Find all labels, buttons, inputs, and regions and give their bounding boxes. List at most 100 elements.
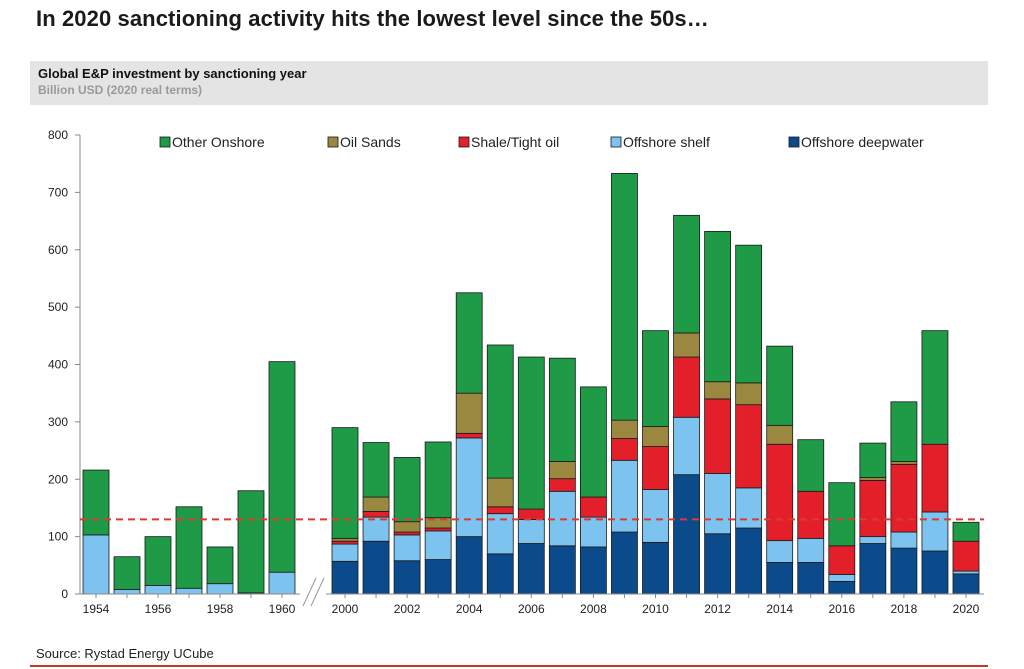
bar-offshore-deepwater-2001: [362, 540, 390, 595]
bar-offshore-shelf-2020: [952, 570, 980, 575]
bar-offshore-shelf-2014: [766, 540, 794, 563]
bar-oil-sands-2018: [890, 461, 918, 465]
bar-other-onshore-2006: [517, 356, 545, 510]
bar-offshore-deepwater-2018: [890, 547, 918, 595]
bar-offshore-deepwater-2010: [642, 541, 669, 595]
x-tick-label-1956: 1956: [145, 602, 172, 616]
legend-swatch-oil-sands: [327, 136, 339, 148]
bar-oil-sands-2012: [704, 381, 731, 400]
x-axis: 1954 1956 1958 1960 2000 2002 2004 2006 2008 2010…: [80, 577, 984, 616]
bar-offshore-deepwater-2004: [455, 536, 483, 595]
x-tick-label-1960: 1960: [269, 602, 296, 616]
source-note: Source: Rystad Energy UCube: [36, 646, 214, 661]
y-tick-label: 500: [48, 300, 68, 314]
y-tick-label: 0: [61, 587, 68, 601]
y-tick-label: 400: [48, 358, 68, 372]
legend-label-offshore-shelf: Offshore shelf: [623, 134, 710, 150]
bar-other-onshore-1960: [268, 361, 296, 573]
bar-other-onshore-2007: [548, 357, 576, 462]
bar-offshore-deepwater-2006: [517, 543, 545, 595]
bar-shale-tight-oil-2009: [611, 438, 638, 461]
bar-offshore-shelf-1958: [206, 583, 234, 595]
bar-shale-tight-oil-2013: [735, 404, 763, 489]
bar-other-onshore-2014: [766, 345, 794, 426]
bar-other-onshore-2019: [921, 330, 949, 445]
bar-oil-sands-2005: [486, 477, 514, 508]
bar-shale-tight-oil-2003: [424, 527, 452, 532]
bar-other-onshore-1956: [144, 536, 172, 586]
bar-other-onshore-2002: [393, 457, 421, 523]
bar-other-onshore-1959: [237, 490, 265, 594]
bar-shale-tight-oil-2002: [393, 531, 421, 536]
bar-other-onshore-2008: [580, 386, 607, 498]
legend-swatch-offshore-shelf: [610, 136, 622, 148]
x-tick-label-2008: 2008: [580, 602, 607, 616]
bar-shale-tight-oil-2017: [859, 479, 887, 538]
bar-offshore-shelf-2000: [331, 543, 359, 562]
page-title: In 2020 sanctioning activity hits the lo…: [36, 6, 709, 31]
bar-other-onshore-2003: [424, 441, 452, 519]
bar-shale-tight-oil-2018: [890, 463, 918, 533]
bar-shale-tight-oil-2007: [548, 478, 576, 492]
x-tick-label-2014: 2014: [766, 602, 793, 616]
bar-offshore-shelf-2002: [393, 534, 421, 562]
bar-offshore-shelf-2010: [642, 489, 669, 543]
bar-offshore-shelf-2006: [517, 519, 545, 544]
chart-header: Global E&P investment by sanctioning yea…: [30, 61, 988, 105]
bar-shale-tight-oil-2006: [517, 508, 545, 520]
bar-other-onshore-2004: [455, 292, 483, 394]
x-tick-label-2000: 2000: [332, 602, 359, 616]
bar-oil-sands-2014: [766, 424, 794, 445]
bar-oil-sands-2017: [859, 477, 887, 481]
bar-other-onshore-2009: [611, 173, 638, 421]
bar-offshore-deepwater-2003: [424, 559, 452, 595]
bar-offshore-deepwater-2020: [952, 573, 980, 595]
bar-offshore-shelf-2003: [424, 530, 452, 560]
x-tick-label-2012: 2012: [704, 602, 731, 616]
bar-offshore-shelf-2018: [890, 531, 918, 549]
bar-offshore-deepwater-2015: [797, 562, 825, 595]
legend-label-other-onshore: Other Onshore: [172, 134, 265, 150]
bar-offshore-shelf-2009: [611, 459, 638, 533]
bar-oil-sands-2010: [642, 426, 669, 447]
bar-shale-tight-oil-2020: [952, 540, 980, 572]
bar-shale-tight-oil-2019: [921, 443, 949, 513]
bar-offshore-shelf-2015: [797, 537, 825, 563]
bar-offshore-deepwater-2014: [766, 562, 794, 595]
bar-other-onshore-2015: [797, 439, 825, 492]
bar-other-onshore-2013: [735, 244, 763, 384]
bar-other-onshore-2020: [952, 521, 980, 542]
bar-offshore-deepwater-2011: [673, 474, 700, 595]
bar-offshore-shelf-1957: [175, 587, 203, 595]
bar-shale-tight-oil-2008: [580, 496, 607, 518]
bar-oil-sands-2001: [362, 496, 390, 512]
bar-shale-tight-oil-2010: [642, 446, 669, 490]
bar-offshore-deepwater-2016: [828, 580, 856, 595]
bar-shale-tight-oil-2014: [766, 443, 794, 542]
x-tick-label-2020: 2020: [953, 602, 980, 616]
x-tick-label-1954: 1954: [83, 602, 110, 616]
bar-offshore-shelf-1955: [113, 589, 141, 595]
bar-oil-sands-2004: [455, 392, 483, 434]
legend-label-oil-sands: Oil Sands: [340, 134, 401, 150]
bar-oil-sands-2009: [611, 419, 638, 439]
x-tick-label-2010: 2010: [642, 602, 669, 616]
x-tick-label-2006: 2006: [518, 602, 545, 616]
bar-shale-tight-oil-2000: [331, 540, 359, 545]
bar-offshore-shelf-2008: [580, 516, 607, 548]
bar-shale-tight-oil-2004: [455, 432, 483, 439]
bar-offshore-deepwater-2002: [393, 560, 421, 595]
bar-offshore-shelf-2017: [859, 536, 887, 544]
bar-other-onshore-1955: [113, 556, 141, 590]
chart-title: Global E&P investment by sanctioning yea…: [38, 66, 307, 81]
y-tick-label: 200: [48, 472, 68, 486]
bar-offshore-shelf-2011: [673, 416, 700, 476]
bar-offshore-shelf-1960: [268, 571, 296, 595]
bar-oil-sands-2011: [673, 332, 700, 358]
axis-break-mark: [302, 577, 317, 607]
bar-other-onshore-2005: [486, 344, 514, 479]
legend-label-shale-tight-oil: Shale/Tight oil: [471, 134, 559, 150]
bar-other-onshore-1954: [82, 469, 110, 536]
bar-offshore-shelf-2004: [455, 437, 483, 538]
